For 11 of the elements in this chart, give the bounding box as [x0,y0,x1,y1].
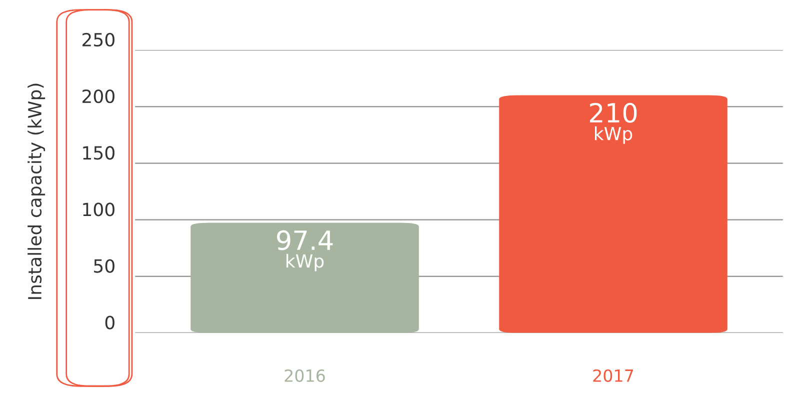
x-tick-label: 2017 [593,369,634,382]
y-tick-label: 100 [83,202,114,216]
data-label: 97.4 kWp [277,230,333,272]
y-tick-label: 0 [105,316,114,330]
y-tick-label: 150 [83,146,114,160]
data-label: 210 kWp [590,102,637,144]
y-tick-label: 250 [82,32,114,47]
x-tick-label: 2016 [284,369,325,382]
y-tick-label: 50 [94,259,114,273]
y-axis-title: Installed capacity (kWp) [28,84,46,299]
y-tick-label: 200 [82,89,114,104]
